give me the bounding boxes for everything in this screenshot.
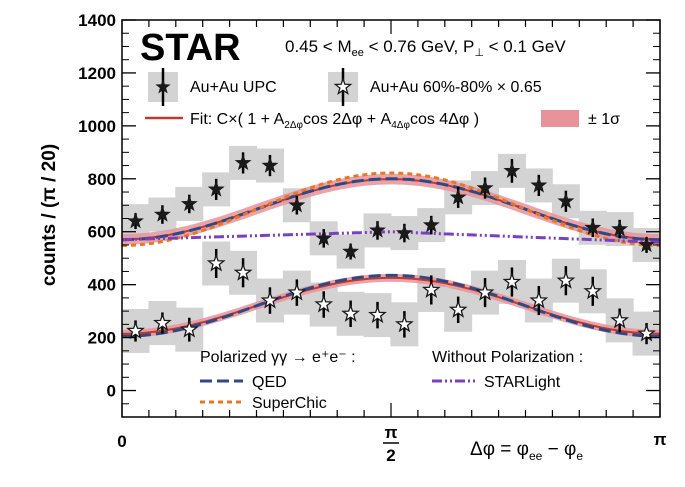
upc-point [180, 194, 198, 212]
y-axis-label: counts / (π / 20) [39, 144, 60, 286]
peripheral-point [448, 299, 468, 318]
upc-point [207, 180, 225, 197]
legend-upc: Au+Au UPC [148, 68, 277, 106]
y-tick-label: 1200 [78, 64, 116, 83]
y-tick-label: 600 [88, 223, 116, 242]
x-axis-label: Δφ = φee − φe [470, 439, 583, 463]
legend-band: ± 1σ [541, 110, 620, 128]
upc-point [369, 221, 386, 238]
star-logo: STAR [140, 27, 241, 69]
legend-peripheral: Au+Au 60%-80% × 0.65 [328, 68, 542, 106]
svg-text:2: 2 [386, 446, 395, 465]
upc-point [503, 162, 521, 179]
qed-curve [122, 177, 660, 242]
legend-starlight: STARLight [432, 374, 561, 391]
peripheral-point [126, 321, 145, 340]
upc-point [422, 216, 440, 233]
x-tick-label-pi: π [653, 430, 666, 449]
upc-point [261, 156, 279, 173]
upc-point [530, 176, 548, 193]
upc-point [584, 218, 602, 235]
upc-point [127, 212, 144, 229]
legend-polarized-header: Polarized γγ → e⁺e⁻ : [200, 349, 356, 366]
x-tick-label-pi-half: π 2 [383, 423, 399, 465]
star-solid-icon [155, 79, 171, 94]
peripheral-point [394, 314, 414, 333]
peripheral-point [502, 272, 522, 291]
svg-text:π: π [384, 423, 397, 442]
svg-text:SuperChic: SuperChic [252, 395, 327, 412]
y-tick-label: 200 [88, 329, 116, 348]
legend-nopol-header: Without Polarization : [432, 349, 583, 366]
svg-text:± 1σ: ± 1σ [588, 111, 620, 128]
peripheral-point [583, 281, 603, 300]
svg-text:Fit: C×( 1 + A2Δφcos 2Δφ + A4Δ: Fit: C×( 1 + A2Δφcos 2Δφ + A4Δφcos 4Δφ ) [190, 111, 479, 131]
qed-curve [122, 273, 660, 338]
peripheral-point [179, 319, 199, 338]
upc-point [449, 188, 467, 205]
peripheral-point [314, 294, 334, 313]
peripheral-point [206, 253, 226, 272]
peripheral-point [556, 270, 576, 289]
y-tick-label: 1400 [78, 11, 116, 30]
model-curves [121, 171, 661, 338]
upc-point [153, 205, 171, 222]
y-tick-label: 400 [88, 276, 116, 295]
star-open-icon [333, 77, 353, 96]
peripheral-point [637, 323, 656, 342]
superchic-curve [121, 171, 661, 247]
peripheral-point [233, 262, 253, 281]
upc-point [395, 224, 413, 241]
y-tick-label: 0 [107, 382, 116, 401]
upc-point [342, 242, 360, 259]
svg-text:Au+Au UPC: Au+Au UPC [190, 79, 277, 96]
upc-point [315, 229, 333, 246]
peripheral-point [260, 290, 280, 309]
kinematic-condition: 0.45 < Mee < 0.76 GeV, P⊥ < 0.1 GeV [285, 37, 566, 59]
upc-point [557, 192, 575, 209]
upc-point [476, 179, 494, 196]
y-axis-ticks: 0 200 400 600 800 1000 1200 1400 [78, 11, 660, 418]
upc-point [611, 220, 629, 237]
legend-superchic: SuperChic [200, 395, 327, 412]
x-tick-label-0: 0 [117, 432, 126, 451]
peripheral-point [287, 282, 307, 301]
legend-qed: QED [200, 374, 287, 391]
peripheral-point [152, 313, 172, 332]
peripheral-point [475, 282, 495, 301]
svg-text:QED: QED [252, 374, 287, 391]
y-tick-label: 800 [88, 170, 116, 189]
peripheral-point [610, 310, 630, 329]
y-tick-label: 1000 [78, 117, 116, 136]
upc-point [638, 236, 655, 253]
peripheral-point [529, 290, 549, 309]
data-markers [126, 152, 656, 345]
peripheral-point [341, 303, 360, 322]
peripheral-point [368, 305, 387, 324]
svg-text:STARLight: STARLight [484, 374, 561, 391]
svg-text:Au+Au 60%-80% × 0.65: Au+Au 60%-80% × 0.65 [370, 79, 542, 96]
peripheral-point [421, 280, 441, 298]
x-axis-ticks [121, 20, 661, 417]
legend-fit: Fit: C×( 1 + A2Δφcos 2Δφ + A4Δφcos 4Δφ ) [145, 111, 479, 131]
upc-point [234, 154, 252, 171]
upc-point [288, 196, 306, 213]
